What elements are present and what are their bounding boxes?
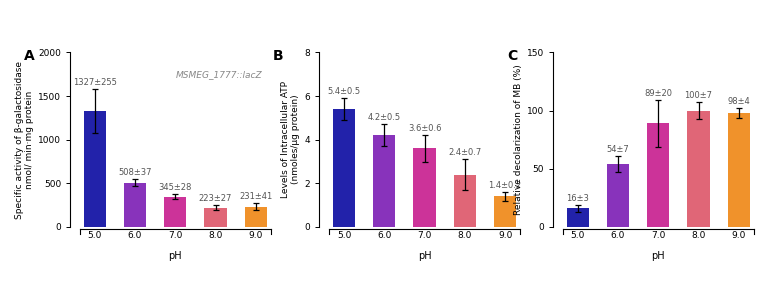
Bar [414, 148, 435, 227]
Y-axis label: Specific activity of β-galactosidase
nmol/ min·mg protein: Specific activity of β-galactosidase nmo… [15, 61, 34, 219]
Text: 223±27: 223±27 [199, 194, 232, 203]
Text: 5.4±0.5: 5.4±0.5 [327, 87, 361, 96]
Bar [647, 123, 669, 227]
Text: 345±28: 345±28 [159, 183, 192, 192]
Text: pH: pH [418, 251, 432, 261]
Text: 16±3: 16±3 [566, 194, 589, 203]
Bar [494, 196, 516, 227]
Text: MSMEG_1777::lacZ: MSMEG_1777::lacZ [175, 70, 262, 79]
Text: 1327±255: 1327±255 [72, 78, 117, 87]
Text: 508±37: 508±37 [118, 168, 152, 177]
Text: A: A [24, 49, 34, 63]
Text: 100±7: 100±7 [685, 91, 713, 100]
Text: 98±4: 98±4 [728, 97, 750, 106]
Text: pH: pH [168, 251, 182, 261]
Text: 89±20: 89±20 [644, 89, 672, 98]
Text: pH: pH [651, 251, 665, 261]
Text: 4.2±0.5: 4.2±0.5 [368, 113, 401, 122]
Bar [566, 208, 589, 227]
Text: B: B [273, 49, 284, 63]
Bar [124, 183, 146, 227]
Text: 54±7: 54±7 [607, 145, 629, 154]
Bar [373, 135, 396, 227]
Y-axis label: Relative decolarization of MB (%): Relative decolarization of MB (%) [513, 64, 523, 215]
Bar [728, 113, 750, 227]
Bar [687, 111, 710, 227]
Bar [245, 207, 267, 227]
Text: 231±41: 231±41 [239, 192, 273, 201]
Bar [453, 175, 476, 227]
Text: 2.4±0.7: 2.4±0.7 [448, 148, 481, 157]
Bar [83, 111, 106, 227]
Bar [164, 197, 186, 227]
Text: C: C [507, 49, 517, 63]
Bar [607, 164, 629, 227]
Text: 3.6±0.6: 3.6±0.6 [407, 124, 442, 133]
Bar [333, 109, 355, 227]
Y-axis label: Levels of Intracellular ATP
(nmoles/μg protein): Levels of Intracellular ATP (nmoles/μg p… [281, 81, 301, 198]
Bar [204, 207, 227, 227]
Text: 1.4±0.2: 1.4±0.2 [488, 181, 522, 190]
